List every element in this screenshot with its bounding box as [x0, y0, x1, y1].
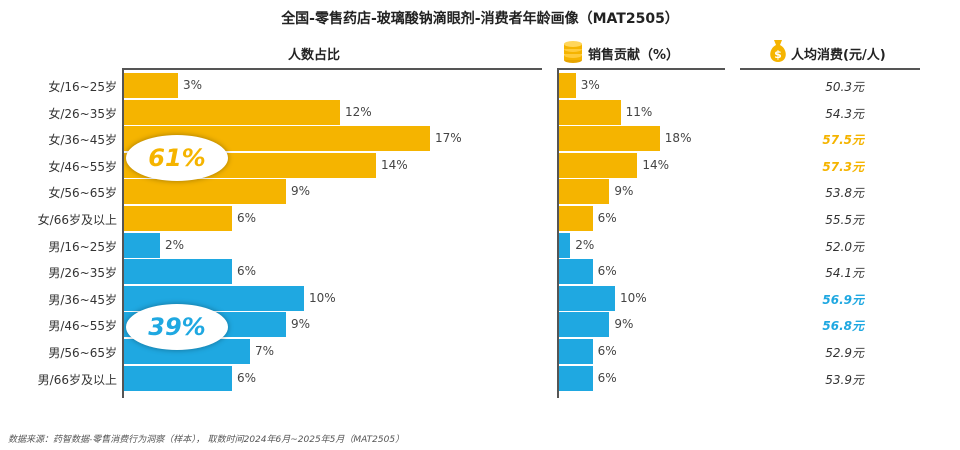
sales-contribution-bar	[559, 206, 593, 231]
people-share-bar	[124, 365, 232, 391]
sales-contribution-bar	[559, 365, 593, 391]
avg-spend-value: 54.1元	[825, 266, 864, 281]
coin-stack-icon	[564, 41, 582, 63]
category-label: 女/56~65岁	[48, 186, 117, 201]
people-share-label: 9%	[291, 317, 311, 332]
sales-contribution-label: 10%	[620, 290, 647, 305]
people-share-label: 6%	[237, 211, 257, 225]
people-share-bar	[124, 179, 286, 205]
data-source-footer: 数据来源：药智数据-零售消费行为洞察（样本）， 取数时间2024年6月~2025…	[8, 435, 405, 445]
sales-contribution-bar	[559, 126, 660, 152]
category-label: 女/46~55岁	[48, 159, 117, 174]
people-share-label: 7%	[255, 344, 275, 358]
category-label: 男/66岁及以上	[37, 372, 117, 387]
category-label: 女/16~25岁	[48, 80, 117, 94]
avg-spend-value: 56.8元	[822, 319, 864, 334]
sales-contribution-label: 2%	[575, 237, 595, 252]
people-share-bar	[124, 232, 160, 258]
people-share-label: 2%	[165, 237, 185, 252]
header-people: 人数占比	[288, 48, 341, 63]
people-share-bar	[124, 259, 232, 285]
people-share-label: 12%	[345, 104, 372, 119]
axis-sales	[557, 70, 559, 398]
sales-contribution-label: 6%	[597, 344, 617, 358]
sales-contribution-bar	[559, 312, 610, 338]
chart-title: 全国-零售药店-玻璃酸钠滴眼剂-消费者年龄画像（MAT2505）	[281, 11, 679, 27]
sales-contribution-bar	[559, 73, 576, 98]
sales-contribution-bar	[559, 179, 610, 205]
avg-spend-value: 52.0元	[825, 239, 864, 254]
avg-spend-value: 55.5元	[825, 213, 864, 227]
people-share-label: 6%	[237, 264, 257, 279]
header-rule-avg	[740, 68, 920, 70]
people-share-label: 9%	[291, 184, 311, 199]
sales-contribution-label: 9%	[614, 184, 634, 199]
people-share-bar	[124, 73, 178, 98]
category-label: 女/36~45岁	[48, 133, 117, 148]
male-total-badge: 39%	[126, 304, 228, 350]
category-label: 女/66岁及以上	[37, 213, 117, 227]
category-label: 男/56~65岁	[48, 346, 117, 360]
category-label: 男/26~35岁	[48, 266, 117, 281]
svg-text:$: $	[774, 48, 782, 61]
sales-contribution-bar	[559, 259, 593, 285]
header-rule-people	[122, 68, 542, 70]
sales-contribution-bar	[559, 99, 621, 125]
sales-contribution-label: 18%	[664, 131, 692, 146]
people-share-label: 14%	[381, 157, 408, 172]
sales-contribution-label: 11%	[625, 104, 653, 119]
people-share-bar	[124, 99, 340, 125]
category-label: 女/26~35岁	[48, 106, 117, 121]
avg-spend-value: 57.3元	[822, 159, 864, 174]
people-share-label: 17%	[435, 131, 462, 146]
avg-spend-value: 54.3元	[825, 106, 864, 121]
sales-contribution-bar	[559, 339, 593, 364]
avg-spend-value: 56.9元	[822, 292, 864, 307]
sales-contribution-label: 6%	[597, 211, 617, 225]
sales-contribution-label: 14%	[642, 157, 670, 172]
category-label: 男/36~45岁	[48, 292, 117, 307]
avg-spend-value: 57.5元	[822, 133, 864, 148]
people-share-label: 10%	[309, 290, 336, 305]
sales-contribution-label: 6%	[597, 264, 617, 279]
female-total-badge: 61%	[126, 135, 228, 181]
avg-spend-value: 53.8元	[825, 186, 864, 201]
header-rule-sales	[557, 68, 725, 70]
header-sales: 销售贡献（%）	[588, 48, 680, 63]
people-share-label: 6%	[237, 370, 257, 385]
category-label: 男/46~55岁	[48, 319, 117, 334]
sales-contribution-bar	[559, 232, 571, 258]
sales-contribution-label: 9%	[614, 317, 634, 332]
avg-spend-value: 53.9元	[825, 372, 864, 387]
category-label: 男/16~25岁	[48, 239, 117, 254]
sales-contribution-label: 3%	[580, 78, 600, 92]
money-bag-icon: $	[770, 40, 786, 62]
avg-spend-value: 50.3元	[825, 80, 864, 94]
avg-spend-value: 52.9元	[825, 346, 864, 360]
sales-contribution-label: 6%	[597, 370, 617, 385]
people-share-bar	[124, 206, 232, 231]
sales-contribution-bar	[559, 285, 615, 311]
axis-people	[122, 70, 124, 398]
header-avg: 人均消费(元/人)	[791, 48, 886, 63]
people-share-label: 3%	[183, 78, 203, 92]
sales-contribution-bar	[559, 152, 638, 178]
